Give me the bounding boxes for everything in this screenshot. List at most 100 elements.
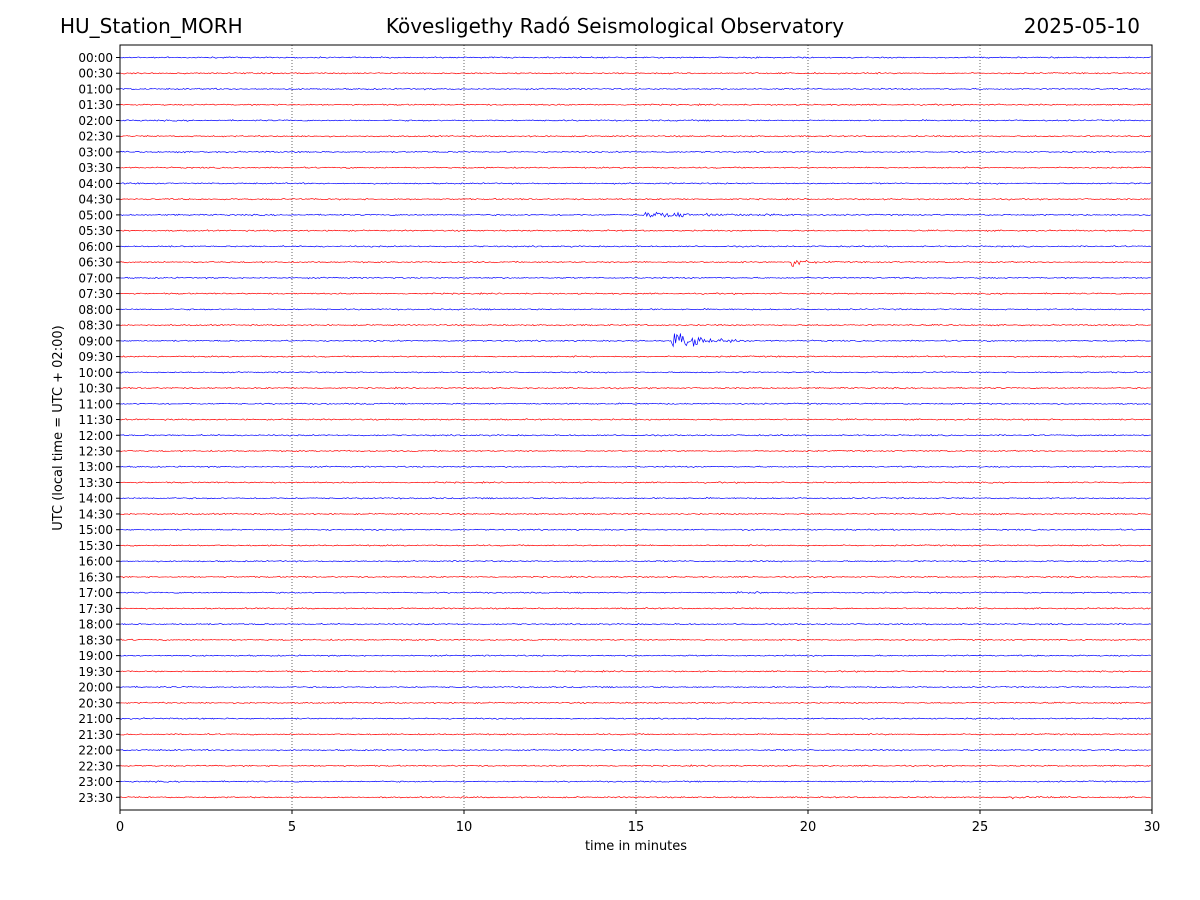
x-tick-label: 25 [972, 820, 989, 835]
trace-row [119, 685, 1152, 689]
x-tick-label: 20 [800, 820, 817, 835]
trace-row [119, 654, 1151, 657]
row-label: 20:30 [78, 696, 113, 710]
trace-row [119, 575, 1151, 579]
row-label: 23:00 [78, 775, 113, 789]
trace-row [119, 71, 1151, 75]
trace-row [119, 211, 1151, 218]
row-label: 23:30 [78, 791, 113, 805]
trace-row [119, 103, 1151, 107]
y-axis-label: UTC (local time = UTC + 02:00) [51, 325, 66, 530]
row-label: 02:30 [78, 130, 113, 144]
observatory-title: Kövesligethy Radó Seismological Observat… [385, 14, 845, 38]
trace-row [119, 465, 1151, 469]
row-label: 07:30 [78, 287, 113, 301]
trace-row [119, 559, 1151, 563]
trace-row [119, 590, 1152, 594]
trace-row [119, 795, 1151, 800]
trace-row [119, 87, 1151, 91]
trace-row [119, 528, 1151, 531]
trace-row [119, 717, 1151, 720]
row-label: 12:00 [78, 429, 113, 443]
row-label: 05:30 [78, 224, 113, 238]
row-label: 22:30 [78, 759, 113, 773]
row-label: 19:00 [78, 649, 113, 663]
trace-row [119, 480, 1151, 484]
trace-row [119, 622, 1151, 626]
row-label: 01:00 [78, 82, 113, 96]
row-label: 05:00 [78, 208, 113, 222]
row-label: 15:30 [78, 539, 113, 553]
record-date: 2025-05-10 [1023, 14, 1140, 38]
trace-row [119, 733, 1151, 736]
station-name: HU_Station_MORH [60, 14, 243, 38]
x-axis-ticks: 0 5 10 15 20 25 30 [116, 810, 1160, 835]
trace-row [119, 333, 1151, 348]
trace-row [119, 355, 1151, 358]
row-label: 18:00 [78, 618, 113, 632]
row-label: 15:00 [78, 523, 113, 537]
trace-row [119, 276, 1151, 280]
row-label: 03:00 [78, 145, 113, 159]
trace-row [119, 119, 1151, 122]
row-label: 16:30 [78, 570, 113, 584]
row-label: 04:00 [78, 177, 113, 191]
row-label: 08:30 [78, 319, 113, 333]
trace-row [119, 150, 1151, 154]
trace-row [119, 386, 1151, 390]
trace-row [119, 182, 1151, 185]
x-tick-label: 30 [1144, 820, 1161, 835]
x-axis-label: time in minutes [585, 839, 687, 854]
row-label: 04:30 [78, 193, 113, 207]
row-label: 09:30 [78, 350, 113, 364]
row-label: 03:30 [78, 161, 113, 175]
trace-row [119, 259, 1151, 268]
trace-row [119, 449, 1151, 453]
row-label: 16:00 [78, 555, 113, 569]
x-tick-label: 0 [116, 820, 124, 835]
row-label: 21:30 [78, 728, 113, 742]
row-label: 08:00 [78, 303, 113, 317]
row-label: 11:30 [78, 413, 113, 427]
trace-row [119, 780, 1151, 783]
x-tick-label: 10 [456, 820, 473, 835]
row-label: 13:00 [78, 460, 113, 474]
row-label: 02:00 [78, 114, 113, 128]
row-label: 21:00 [78, 712, 113, 726]
trace-row [119, 197, 1151, 201]
row-label: 10:30 [78, 382, 113, 396]
trace-row [119, 245, 1151, 248]
trace-row [119, 669, 1151, 673]
trace-row [119, 308, 1151, 311]
trace-row [119, 607, 1151, 610]
trace-row [119, 638, 1151, 642]
row-label: 18:30 [78, 633, 113, 647]
row-label: 17:30 [78, 602, 113, 616]
row-label: 14:30 [78, 507, 113, 521]
x-tick-label: 5 [288, 820, 296, 835]
row-label: 01:30 [78, 98, 113, 112]
trace-row [119, 496, 1151, 500]
row-label: 22:00 [78, 744, 113, 758]
trace-row [119, 544, 1151, 547]
row-label: 11:00 [78, 397, 113, 411]
row-label: 07:00 [78, 271, 113, 285]
row-label: 12:30 [78, 445, 113, 459]
trace-row [119, 434, 1151, 437]
row-label: 06:30 [78, 256, 113, 270]
trace-row [119, 418, 1151, 421]
trace-row [119, 701, 1151, 705]
trace-group [119, 56, 1152, 800]
x-tick-label: 15 [628, 820, 645, 835]
row-label: 19:30 [78, 665, 113, 679]
trace-row [119, 166, 1151, 169]
trace-row [119, 323, 1151, 327]
row-label: 17:00 [78, 586, 113, 600]
row-label: 14:00 [78, 492, 113, 506]
row-label: 20:00 [78, 681, 113, 695]
trace-row [119, 402, 1151, 406]
row-label: 00:00 [78, 51, 113, 65]
row-label: 09:00 [78, 334, 113, 348]
